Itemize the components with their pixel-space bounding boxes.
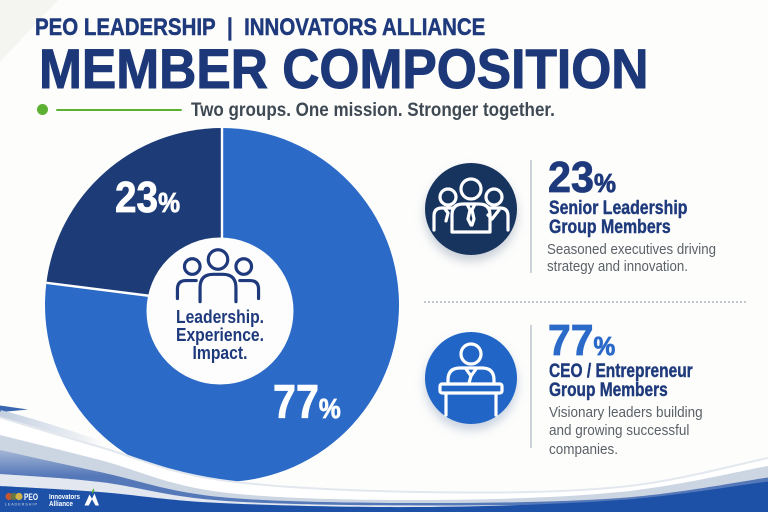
svg-text:Alliance: Alliance bbox=[49, 499, 73, 508]
svg-text:PEO: PEO bbox=[24, 492, 38, 502]
svg-text:L E A D E R S H I P: L E A D E R S H I P bbox=[5, 503, 37, 507]
svg-text:Innovators: Innovators bbox=[49, 492, 80, 501]
